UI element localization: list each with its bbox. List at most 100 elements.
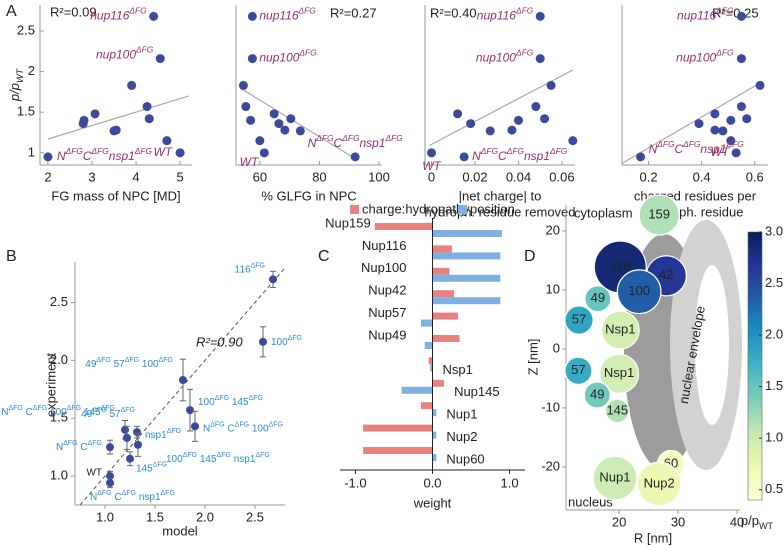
x-tick-label: 5	[176, 169, 183, 184]
point	[540, 114, 550, 124]
colorbar-tick-label: 1.0	[765, 430, 783, 445]
point-label: nup100ΔFG	[476, 48, 534, 65]
point	[186, 406, 194, 415]
x-axis-label: |net charge| to	[459, 188, 542, 203]
y-tick-label: 1	[28, 144, 35, 159]
point	[736, 11, 746, 21]
x-axis-label: weight	[413, 495, 452, 510]
category-label: Nup116	[362, 238, 407, 253]
point	[726, 136, 736, 146]
y-axis-label: Z [nm]	[525, 339, 540, 376]
nup-label: Nsp1	[605, 322, 635, 337]
point	[485, 126, 495, 136]
point-label: NΔFGCΔFGnsp1ΔFG	[308, 133, 404, 150]
category-label: Nup60	[446, 451, 484, 466]
region-label: nucleus	[568, 494, 613, 509]
point	[241, 102, 251, 112]
category-label: Nup145	[454, 384, 500, 399]
x-tick-label: 20	[612, 514, 626, 529]
category-label: Nup57	[368, 305, 406, 320]
point-label: 100ΔFG	[271, 335, 302, 347]
x-tick-label: 40	[730, 514, 744, 529]
legend-label: position	[470, 201, 515, 216]
x-tick-label: 0.4	[693, 169, 711, 184]
category-label: Nsp1	[443, 362, 473, 377]
x-tick-label: 1.0	[501, 475, 519, 490]
nup-label: 42	[659, 267, 673, 282]
x-tick-label: -1.0	[344, 475, 366, 490]
nup-circle	[600, 310, 640, 350]
bar	[432, 379, 445, 387]
colorbar-label: p/pWT	[741, 513, 774, 531]
nup-circle	[592, 455, 638, 501]
point	[175, 148, 185, 158]
nup-circle	[584, 285, 612, 313]
point	[710, 109, 720, 119]
point	[427, 148, 437, 158]
x-tick-label: 30	[671, 514, 685, 529]
nup-label: Nsp1	[604, 365, 634, 380]
bar	[432, 409, 437, 417]
x-axis-label: FG mass of NPC [MD]	[51, 188, 180, 203]
point	[134, 440, 142, 449]
nup-circle	[638, 194, 680, 236]
bar	[432, 245, 452, 253]
point	[126, 454, 134, 463]
point	[149, 11, 159, 21]
bar	[363, 424, 433, 432]
bar	[374, 223, 433, 230]
x-tick-label: 2.0	[196, 509, 214, 524]
point	[350, 152, 360, 162]
y-tick-label: 1.5	[50, 410, 68, 425]
colorbar-tick-label: 3.0	[765, 223, 783, 238]
x-tick-label: 2.5	[246, 509, 264, 524]
point	[179, 376, 187, 385]
category-label: Nup2	[446, 429, 477, 444]
point-label: NΔFG CΔFG 100ΔFG	[203, 422, 283, 434]
bar	[432, 454, 437, 461]
point	[286, 114, 296, 124]
point-label: 49ΔFG 57ΔFG	[81, 407, 135, 419]
x-tick-label: 0.6	[746, 169, 764, 184]
point	[718, 126, 728, 136]
nup-label: 57	[572, 311, 586, 326]
x-tick-label: 0.02	[462, 169, 487, 184]
y-tick-label: 2	[28, 63, 35, 78]
category-label: Nup100	[361, 260, 407, 275]
x-tick-label: 0.04	[506, 169, 531, 184]
nup-circle	[564, 356, 593, 385]
y-tick-label: 10	[546, 281, 560, 296]
x-tick-label: 4	[132, 169, 139, 184]
point	[238, 80, 248, 90]
colorbar-tick-label: 2.5	[765, 275, 783, 290]
nup-label: 116	[610, 258, 631, 273]
legend-label: charge:hydropathy	[362, 201, 470, 216]
x-tick-label: 60	[253, 169, 267, 184]
nup-label: 57	[571, 362, 585, 377]
nup-label: 49	[591, 290, 605, 305]
point	[731, 148, 741, 158]
point-label: NΔFG CΔFG nsp1ΔFG	[90, 490, 175, 502]
panel-label: C	[318, 248, 330, 265]
point-label: nup100ΔFG	[96, 45, 154, 62]
x-axis-label: model	[162, 523, 198, 538]
stat-label: R²=0.09	[50, 4, 97, 19]
point	[142, 102, 152, 112]
bar	[432, 230, 502, 237]
colorbar-tick-label: 0.5	[765, 481, 783, 496]
point	[513, 115, 523, 125]
point	[144, 114, 154, 124]
x-tick-label: 3	[88, 169, 95, 184]
region-label: cytoplasm	[574, 205, 633, 220]
bar	[420, 319, 433, 327]
point	[133, 428, 141, 437]
point-label: nup116ΔFG	[477, 6, 534, 23]
category-label: Nup42	[368, 283, 406, 298]
point-label: nup116ΔFG	[259, 6, 316, 23]
point	[535, 11, 545, 21]
point-label: nup100ΔFG	[259, 48, 317, 65]
point-label: nup116ΔFG	[90, 6, 147, 23]
point	[694, 119, 704, 129]
point-label: nup116ΔFG	[677, 6, 734, 23]
point-label: 100ΔFG 145ΔFG nsp1ΔFG	[166, 452, 270, 464]
